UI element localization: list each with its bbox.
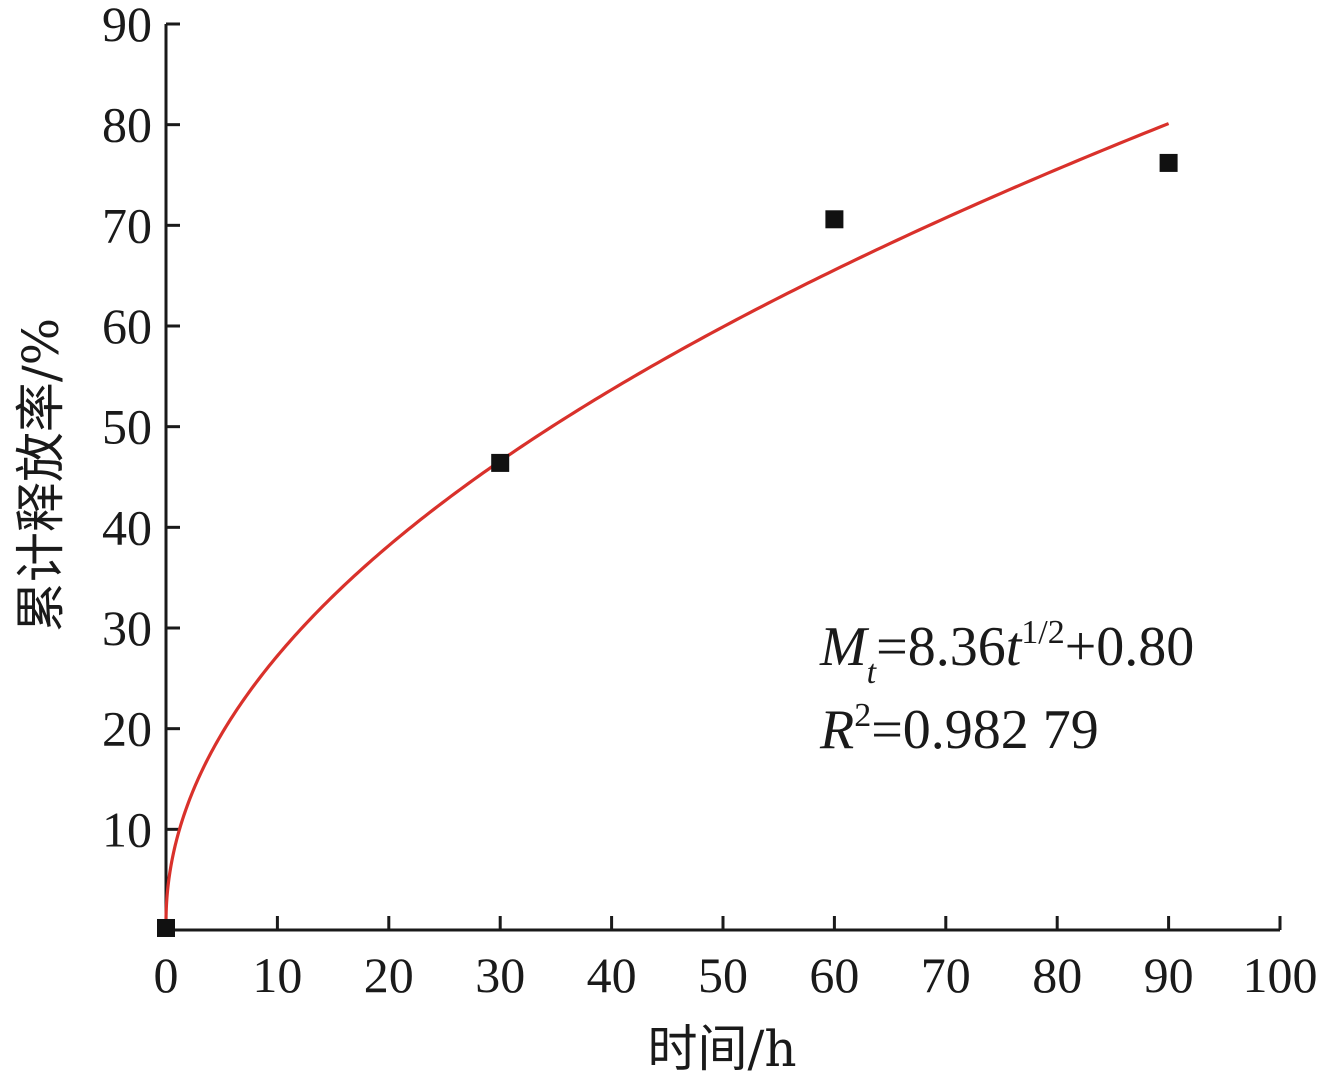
x-axis-title: 时间/h	[647, 1020, 796, 1074]
x-tick-label: 10	[252, 947, 302, 1003]
y-tick-label: 50	[102, 399, 152, 455]
axes	[164, 24, 1280, 932]
y-axis-title: 累计释放率/%	[12, 318, 70, 632]
r2-exp: 2	[854, 697, 871, 734]
y-tick-label: 90	[102, 0, 152, 52]
equation-coef: =8.36	[876, 616, 1006, 678]
data-point	[157, 918, 175, 937]
data-point	[491, 453, 510, 472]
data-points	[157, 153, 1178, 937]
y-tick-label: 70	[102, 197, 152, 253]
x-tick-label: 50	[698, 947, 748, 1003]
equation-rest: +0.80	[1065, 616, 1195, 678]
x-tick-label: 20	[364, 947, 414, 1003]
equation-var: M	[819, 616, 870, 678]
equation-sub: t	[867, 654, 878, 691]
x-axis-ticks: 0 10 20 30 40 50 60 70 80 90 100	[154, 916, 1318, 1003]
y-tick-label: 40	[102, 499, 152, 555]
fit-equation: Mt=8.36t1/2+0.80	[819, 614, 1194, 691]
r2-var: R	[819, 699, 854, 761]
y-tick-label: 80	[102, 97, 152, 153]
r2-rest: =0.982 79	[871, 699, 1099, 761]
y-tick-label: 30	[102, 600, 152, 656]
equation-exp: 1/2	[1021, 614, 1064, 651]
x-tick-label: 30	[475, 947, 525, 1003]
y-tick-label: 10	[102, 801, 152, 857]
data-point	[1159, 153, 1178, 172]
x-tick-label: 40	[587, 947, 637, 1003]
y-tick-label: 20	[102, 701, 152, 757]
fit-curve	[164, 122, 1170, 922]
y-axis-ticks: 10 20 30 40 50 60 70 80 90	[102, 0, 180, 857]
x-tick-label: 100	[1243, 947, 1318, 1003]
fit-curve-group	[164, 122, 1170, 922]
x-tick-label: 70	[921, 947, 971, 1003]
x-tick-label: 90	[1144, 947, 1194, 1003]
equation-t: t	[1006, 616, 1023, 678]
data-point	[825, 210, 844, 229]
y-tick-label: 60	[102, 298, 152, 354]
x-tick-label: 0	[154, 947, 179, 1003]
r-squared: R2=0.982 79	[819, 697, 1099, 761]
x-tick-label: 60	[809, 947, 859, 1003]
x-tick-label: 80	[1032, 947, 1082, 1003]
